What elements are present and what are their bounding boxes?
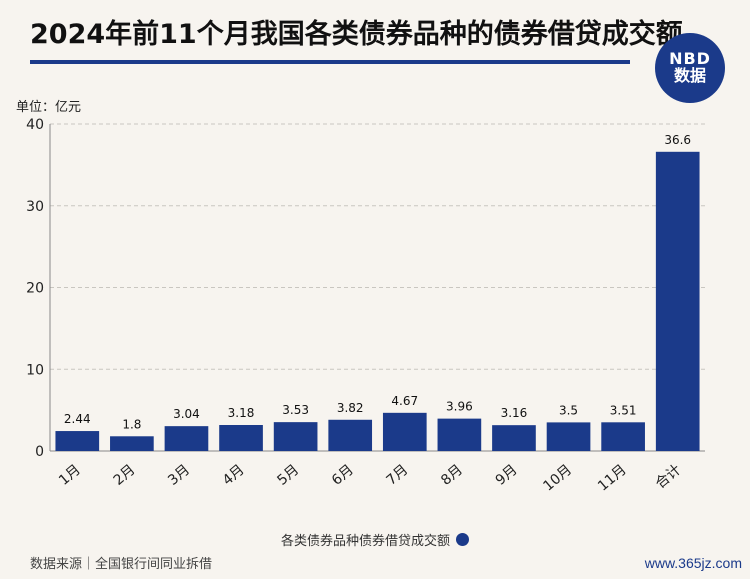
bar [492, 425, 536, 451]
bar [655, 151, 700, 452]
bar [55, 431, 100, 451]
logo-text-data: 数据 [673, 66, 706, 85]
x-tick-label: 7月 [384, 462, 412, 489]
data-label: 3.5 [559, 403, 578, 417]
bar [328, 419, 373, 451]
x-tick-label: 11月 [595, 462, 630, 495]
data-label: 2.44 [64, 412, 91, 426]
legend-swatch [456, 533, 469, 546]
bar [437, 418, 482, 451]
y-tick-label: 10 [26, 362, 44, 378]
x-tick-label: 1月 [56, 462, 84, 489]
bar [219, 425, 263, 451]
y-tick-label: 40 [26, 117, 44, 133]
x-tick-label: 3月 [165, 462, 193, 489]
data-label: 3.04 [173, 407, 200, 421]
bar [110, 436, 154, 451]
data-label: 3.51 [610, 403, 637, 417]
bar [382, 412, 427, 451]
x-tick-label: 6月 [329, 462, 357, 489]
data-label: 3.96 [446, 400, 473, 414]
bar [546, 422, 591, 451]
data-label: 3.82 [337, 401, 364, 415]
x-tick-label: 8月 [438, 462, 466, 489]
bar [164, 426, 209, 451]
x-tick-label: 2月 [111, 462, 139, 489]
data-label: 1.8 [122, 417, 141, 431]
x-tick-label: 5月 [274, 462, 302, 489]
x-tick-label: 9月 [493, 462, 521, 489]
y-tick-label: 30 [26, 199, 44, 215]
data-label: 36.6 [664, 133, 691, 147]
x-tick-label: 10月 [540, 462, 575, 495]
title-underline [30, 60, 630, 64]
data-label: 4.67 [391, 394, 418, 408]
site-watermark: www.365jz.com [644, 555, 742, 571]
unit-label: 单位：亿元 [16, 100, 82, 115]
data-label: 3.53 [282, 403, 309, 417]
nbd-logo: NBD 数据 [655, 33, 725, 103]
y-tick-label: 0 [35, 444, 44, 460]
y-tick-label: 20 [26, 281, 44, 297]
bar [601, 422, 645, 451]
x-tick-label: 4月 [220, 462, 248, 489]
source-note: 数据来源｜全国银行间同业拆借 [30, 557, 213, 572]
chart-title: 2024年前11个月我国各类债券品种的债券借贷成交额 [30, 19, 683, 50]
legend: 各类债券品种债券借贷成交额 [0, 530, 750, 549]
data-label: 3.16 [501, 406, 528, 420]
legend-label: 各类债券品种债券借贷成交额 [280, 534, 450, 549]
data-label: 3.18 [228, 406, 255, 420]
x-tick-label: 合计 [653, 462, 685, 492]
logo-text-nbd: NBD [669, 49, 711, 69]
bar [273, 422, 318, 451]
